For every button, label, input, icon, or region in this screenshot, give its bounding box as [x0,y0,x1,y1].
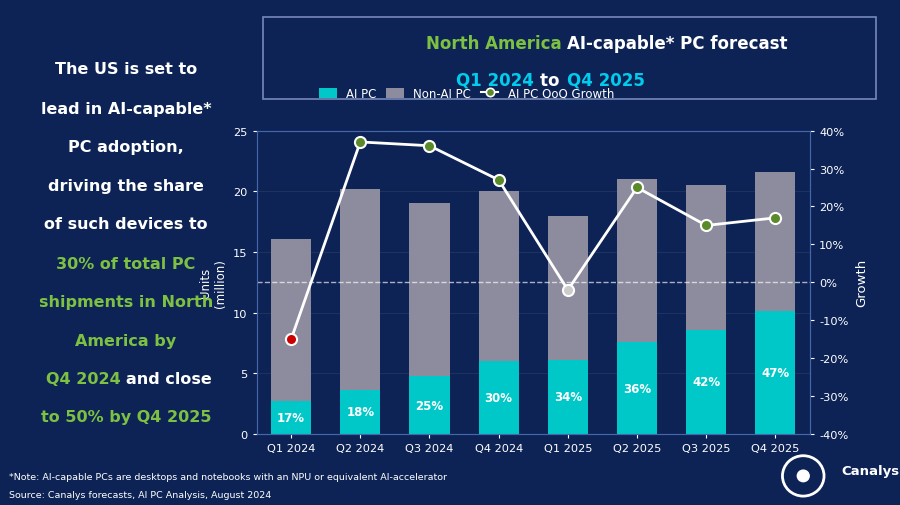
Text: The US is set to: The US is set to [55,62,197,76]
Text: driving the share: driving the share [48,178,204,193]
Bar [340,189,381,390]
Text: 36%: 36% [623,382,651,395]
Y-axis label: Growth: Growth [855,259,868,307]
Text: 34%: 34% [554,391,582,403]
Text: 25%: 25% [416,399,444,412]
Bar [548,216,588,360]
Text: 18%: 18% [346,406,374,419]
Bar [686,330,726,434]
Y-axis label: Units
(million): Units (million) [200,259,228,307]
Text: lead in AI-capable*: lead in AI-capable* [40,102,212,117]
Bar [410,204,449,377]
Bar [755,173,796,311]
Text: to 50% by Q4 2025: to 50% by Q4 2025 [40,410,212,424]
Text: Q4 2025: Q4 2025 [567,72,645,89]
Bar [340,390,381,434]
Bar [479,362,518,434]
Bar [755,311,796,434]
Bar [617,343,657,434]
Text: Canalys: Canalys [842,464,900,477]
Text: and close: and close [126,371,212,386]
Text: 42%: 42% [692,376,720,389]
Text: of such devices to: of such devices to [44,216,208,231]
Text: America by: America by [76,333,176,348]
Text: PC adoption,: PC adoption, [68,140,184,155]
Bar [410,377,449,434]
Text: 47%: 47% [761,366,789,379]
Legend: AI PC, Non-AI PC, AI PC QoQ Growth: AI PC, Non-AI PC, AI PC QoQ Growth [316,84,618,104]
Text: Source: Canalys forecasts, AI PC Analysis, August 2024: Source: Canalys forecasts, AI PC Analysi… [9,490,271,499]
Bar [479,192,518,362]
Text: *Note: AI-capable PCs are desktops and notebooks with an NPU or equivalent AI-ac: *Note: AI-capable PCs are desktops and n… [9,472,447,481]
Bar [271,239,311,401]
Text: to: to [540,72,565,89]
Text: shipments in North: shipments in North [39,295,213,310]
Bar [686,186,726,330]
Bar [548,360,588,434]
Text: 30% of total PC: 30% of total PC [57,257,195,272]
Text: Q4 2024: Q4 2024 [46,371,126,386]
Text: Q1 2024: Q1 2024 [456,72,540,89]
Bar [271,401,311,434]
Text: AI-capable* PC forecast: AI-capable* PC forecast [567,34,788,53]
Text: North America: North America [426,34,567,53]
Text: 30%: 30% [485,391,513,405]
Bar [617,180,657,343]
Circle shape [797,470,809,482]
Text: 17%: 17% [277,412,305,424]
